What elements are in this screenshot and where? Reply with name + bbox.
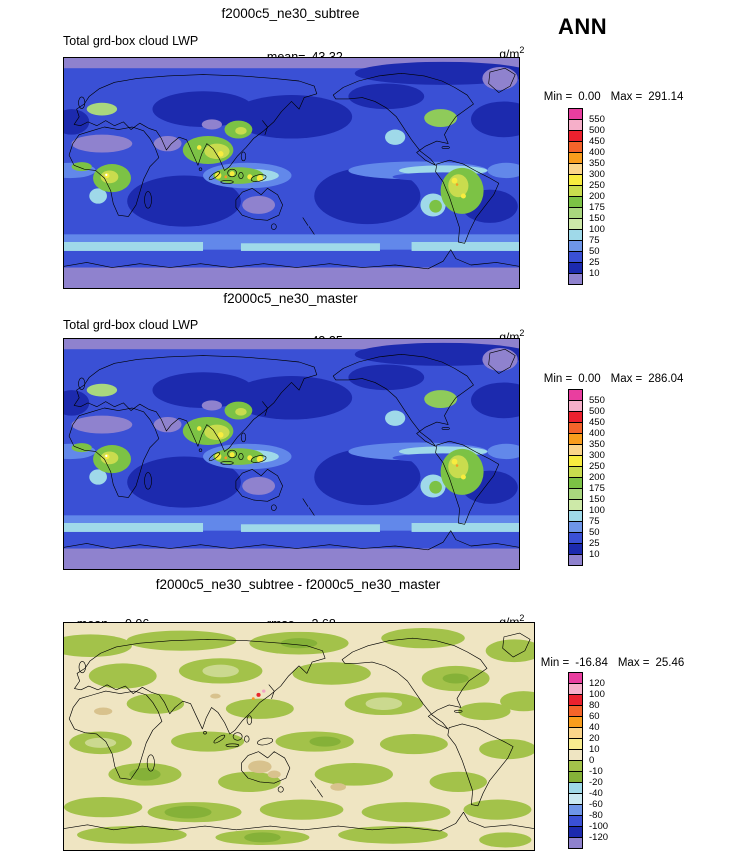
colorbar-tick-label: 175 — [589, 202, 605, 213]
colorbar-tick-label: -20 — [589, 777, 603, 788]
panel-title-difference: f2000c5_ne30_subtree - f2000c5_ne30_mast… — [155, 577, 441, 592]
colorbar-tick-label: 350 — [589, 158, 605, 169]
colorbar-tick-label: 0 — [589, 755, 595, 766]
colorbar-tick-label: -120 — [589, 832, 609, 843]
units-exponent: 2 — [519, 613, 525, 623]
colorbar-tick-label: 60 — [589, 711, 600, 722]
colorbar-tick-label: 150 — [589, 494, 605, 505]
colorbar-tick-label: 25 — [589, 257, 600, 268]
colorbar-tick-label: 450 — [589, 136, 605, 147]
min-label: Min = — [543, 373, 573, 385]
min-value: -16.84 — [575, 657, 608, 669]
colorbar-tick-label: 175 — [589, 483, 605, 494]
units-exponent: 2 — [519, 328, 525, 338]
colorbar-swatch — [568, 554, 583, 566]
colorbar-tick-label: 10 — [589, 549, 600, 560]
max-value: 25.46 — [655, 657, 685, 669]
minmax-readout: Min = 0.00 Max = 291.14 — [531, 79, 684, 115]
colorbar-tick-label: -40 — [589, 788, 603, 799]
colorbar-tick-label: 50 — [589, 527, 600, 538]
map-master — [63, 338, 520, 570]
colorbar-tick-label: 500 — [589, 406, 605, 417]
min-label: Min = — [543, 91, 573, 103]
colorbar-tick-label: 400 — [589, 147, 605, 158]
colorbar-tick-label: 10 — [589, 268, 600, 279]
colorbar-tick-label: 350 — [589, 439, 605, 450]
colorbar-tick-label: 10 — [589, 744, 600, 755]
min-value: 0.00 — [578, 373, 601, 385]
colorbar-tick-label: 250 — [589, 180, 605, 191]
colorbar-tick-label: 300 — [589, 169, 605, 180]
colorbar-tick-label: -60 — [589, 799, 603, 810]
colorbar-tick-label: 250 — [589, 461, 605, 472]
colorbar-tick-label: 300 — [589, 450, 605, 461]
colorbar-tick-label: 450 — [589, 417, 605, 428]
colorbar-tick-label: 550 — [589, 395, 605, 406]
colorbar-tick-label: 100 — [589, 689, 605, 700]
colorbar-tick-label: 80 — [589, 700, 600, 711]
colorbar-tick-label: 400 — [589, 428, 605, 439]
variable-label: Total grd-box cloud LWP — [63, 318, 199, 332]
colorbar-tick-label: 20 — [589, 733, 600, 744]
colorbar-tick-label: 75 — [589, 235, 600, 246]
colorbar-difference: 120 100 80 60 40 20 10 0 -10 -20 -40 -60 -80 -100 -120 — [568, 672, 638, 849]
colorbar-tick-label: 500 — [589, 125, 605, 136]
colorbar-tick-label: 120 — [589, 678, 605, 689]
colorbar-tick-label: 75 — [589, 516, 600, 527]
colorbar-tick-label: 550 — [589, 114, 605, 125]
map-difference — [63, 622, 535, 851]
panel-title-subtree: f2000c5_ne30_subtree — [221, 6, 360, 21]
max-label: Max = — [610, 373, 643, 385]
minmax-readout: Min = 0.00 Max = 286.04 — [531, 361, 684, 397]
colorbar-tick-label: -100 — [589, 821, 609, 832]
colorbar-tick-label: 25 — [589, 538, 600, 549]
colorbar-tick-label: 40 — [589, 722, 600, 733]
min-value: 0.00 — [578, 91, 601, 103]
colorbar-subtree: 550 500 450 400 350 300 250 200 175 150 100 75 50 25 1… — [568, 108, 638, 285]
max-label: Max = — [617, 657, 650, 669]
colorbar-tick-label: 100 — [589, 505, 605, 516]
units-exponent: 2 — [519, 45, 525, 55]
colorbar-tick-label: -80 — [589, 810, 603, 821]
season-label: ANN — [558, 14, 608, 39]
colorbar-tick-label: 200 — [589, 191, 605, 202]
colorbar-master: 550 500 450 400 350 300 250 200 175 150 100 75 50 25 1… — [568, 389, 638, 566]
min-label: Min = — [540, 657, 570, 669]
colorbar-tick-label: 150 — [589, 213, 605, 224]
map-subtree — [63, 57, 520, 289]
variable-label: Total grd-box cloud LWP — [63, 34, 199, 48]
colorbar-swatch — [568, 837, 583, 849]
colorbar-tick-label: 100 — [589, 224, 605, 235]
panel-title-master: f2000c5_ne30_master — [223, 291, 358, 306]
max-value: 286.04 — [648, 373, 684, 385]
colorbar-tick-label: 200 — [589, 472, 605, 483]
minmax-readout: Min = -16.84 Max = 25.46 — [528, 645, 684, 681]
max-label: Max = — [610, 91, 643, 103]
colorbar-swatch — [568, 273, 583, 285]
max-value: 291.14 — [648, 91, 684, 103]
colorbar-tick-label: -10 — [589, 766, 603, 777]
colorbar-tick-label: 50 — [589, 246, 600, 257]
